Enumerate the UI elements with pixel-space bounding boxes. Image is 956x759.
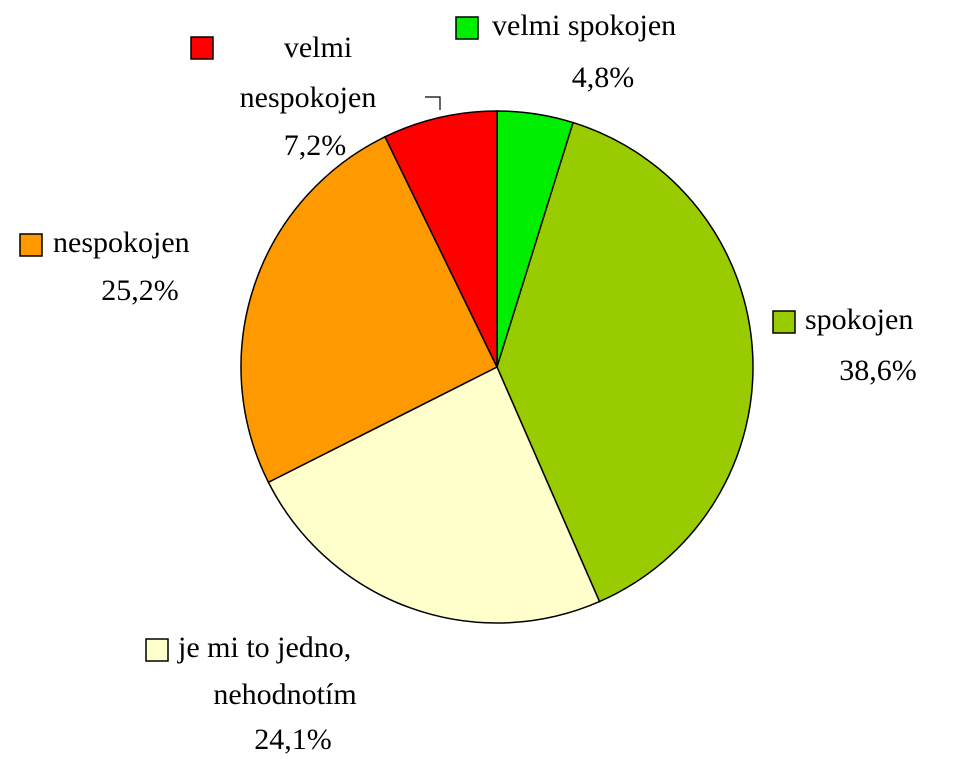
slice-value-label: 7,2% xyxy=(284,129,347,162)
pie-slice xyxy=(383,110,498,368)
slice-value-label: 25,2% xyxy=(101,274,179,307)
slice-category-label: je mi to jedno, nehodnotím xyxy=(177,631,357,711)
legend-swatch xyxy=(190,36,214,60)
legend-swatch xyxy=(772,310,796,334)
slice-category-label: spokojen xyxy=(805,303,913,336)
legend-swatch xyxy=(19,233,43,257)
leader-line xyxy=(425,96,441,110)
slice-value-label: 4,8% xyxy=(572,61,635,94)
legend-swatch xyxy=(455,16,479,40)
legend-swatch xyxy=(145,638,169,662)
slice-category-label: velmi nespokojen xyxy=(240,31,377,114)
pie-slice xyxy=(240,135,498,484)
slice-category-label: nespokojen xyxy=(53,226,190,259)
pie-slice xyxy=(496,121,754,603)
pie-slice xyxy=(267,365,601,624)
slice-value-label: 38,6% xyxy=(839,354,917,387)
slice-value-label: 24,1% xyxy=(254,723,332,756)
slice-category-label: velmi spokojen xyxy=(492,9,676,42)
